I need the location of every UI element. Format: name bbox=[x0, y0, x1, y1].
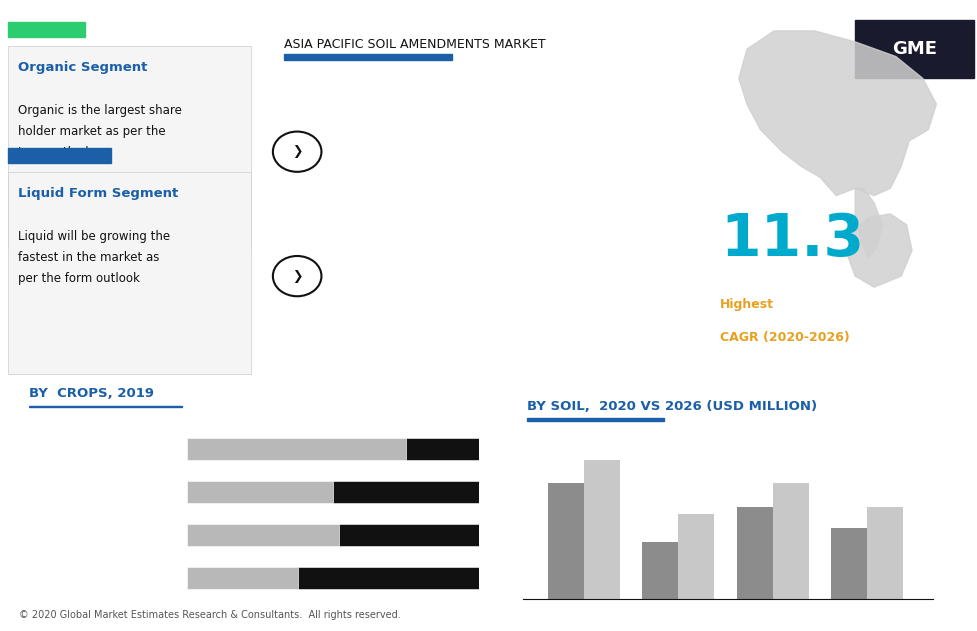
Bar bbox=[29, 406, 182, 408]
Bar bbox=[187, 439, 405, 460]
Bar bbox=[867, 507, 903, 599]
Bar bbox=[737, 507, 773, 599]
Text: © 2020 Global Market Estimates Research & Consultants.  All rights reserved.: © 2020 Global Market Estimates Research … bbox=[20, 610, 402, 620]
Text: Organic Segment: Organic Segment bbox=[19, 61, 148, 74]
Bar bbox=[405, 439, 479, 460]
Text: BY  CROPS, 2019: BY CROPS, 2019 bbox=[29, 387, 154, 399]
Bar bbox=[338, 524, 479, 546]
Bar bbox=[8, 148, 111, 163]
Bar bbox=[855, 20, 974, 78]
Bar bbox=[643, 542, 678, 599]
Bar bbox=[284, 54, 451, 60]
Text: ❯: ❯ bbox=[292, 145, 303, 158]
Bar bbox=[528, 418, 664, 422]
Bar bbox=[941, 509, 955, 523]
Text: ASIA PACIFIC SOIL AMENDMENTS MARKET: ASIA PACIFIC SOIL AMENDMENTS MARKET bbox=[284, 38, 545, 51]
Bar bbox=[187, 567, 298, 589]
Bar bbox=[548, 483, 584, 599]
Text: ❯: ❯ bbox=[292, 269, 303, 283]
Polygon shape bbox=[855, 188, 882, 258]
Bar bbox=[333, 481, 479, 503]
FancyBboxPatch shape bbox=[8, 172, 251, 374]
Bar bbox=[831, 528, 867, 599]
Text: 11.3: 11.3 bbox=[720, 211, 864, 268]
Bar bbox=[298, 567, 479, 589]
Text: Highest: Highest bbox=[720, 298, 774, 311]
Bar bbox=[8, 22, 85, 37]
FancyBboxPatch shape bbox=[8, 46, 251, 247]
Polygon shape bbox=[739, 31, 936, 196]
Bar bbox=[941, 481, 955, 495]
Bar bbox=[773, 483, 809, 599]
Text: Liquid will be growing the
fastest in the market as
per the form outlook: Liquid will be growing the fastest in th… bbox=[19, 230, 170, 285]
Text: CAGR (2020-2026): CAGR (2020-2026) bbox=[720, 331, 850, 344]
Bar bbox=[584, 460, 619, 599]
Text: GME: GME bbox=[892, 40, 937, 58]
Text: Organic is the largest share
holder market as per the
type outlook.: Organic is the largest share holder mark… bbox=[19, 103, 182, 159]
Bar bbox=[187, 524, 338, 546]
Text: BY SOIL,  2020 VS 2026 (USD MILLION): BY SOIL, 2020 VS 2026 (USD MILLION) bbox=[528, 400, 818, 413]
Bar bbox=[678, 514, 714, 599]
Bar bbox=[187, 481, 332, 503]
Polygon shape bbox=[847, 214, 913, 287]
Text: Liquid Form Segment: Liquid Form Segment bbox=[19, 187, 179, 200]
